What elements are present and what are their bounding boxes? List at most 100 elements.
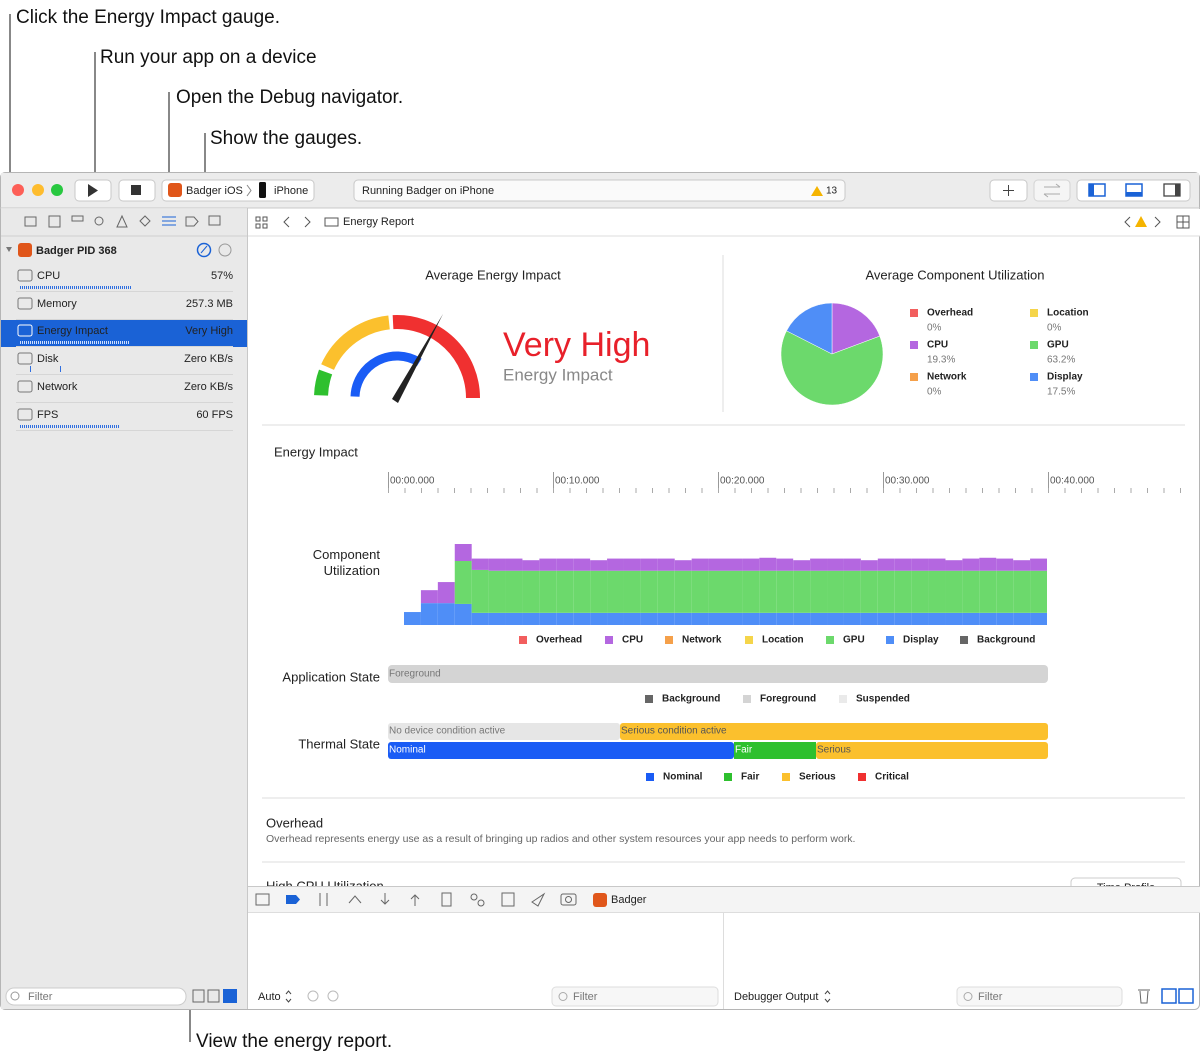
sparkline xyxy=(30,366,31,372)
time-label: 00:40.000 xyxy=(1050,476,1095,487)
debug-navigator-tab[interactable] xyxy=(162,216,176,226)
bar-segment xyxy=(607,570,624,613)
condition-label: No device condition active xyxy=(389,726,506,737)
bar-segment xyxy=(843,570,861,613)
sparkline xyxy=(54,425,55,428)
filter-field[interactable] xyxy=(956,986,1123,1007)
memory-toggle[interactable] xyxy=(218,243,232,257)
sparkline xyxy=(52,425,53,428)
sparkline xyxy=(60,366,61,372)
gauge-name[interactable]: Memory xyxy=(37,298,77,310)
legend-swatch xyxy=(605,636,613,644)
sparkline xyxy=(110,286,111,289)
bar-segment xyxy=(539,558,557,571)
sparkline xyxy=(116,286,117,289)
legend-swatch xyxy=(886,636,894,644)
sparkline xyxy=(114,341,115,344)
row-label: Component Utilization xyxy=(312,547,380,578)
close-button[interactable] xyxy=(12,184,24,196)
bar-segment xyxy=(877,570,895,613)
legend-label: Overhead xyxy=(927,308,973,319)
sparkline xyxy=(108,425,109,428)
sparkline xyxy=(30,286,31,289)
sparkline xyxy=(80,425,81,428)
sparkline xyxy=(46,341,47,344)
minimize-button[interactable] xyxy=(32,184,44,196)
sparkline xyxy=(78,286,79,289)
sparkline xyxy=(34,286,35,289)
time-label: 00:10.000 xyxy=(555,476,600,487)
jump-bar xyxy=(248,209,1200,236)
legend-label: Background xyxy=(662,694,720,705)
bar-segment xyxy=(573,558,591,571)
legend-label: CPU xyxy=(622,635,643,646)
bar-segment xyxy=(793,570,811,613)
scope-menu[interactable]: Auto xyxy=(258,991,281,1003)
bar-segment xyxy=(979,612,997,625)
legend-swatch xyxy=(826,636,834,644)
filter-field[interactable] xyxy=(5,987,187,1006)
bar-segment xyxy=(996,612,1014,625)
legend-swatch xyxy=(724,773,732,781)
condition-label: Serious condition active xyxy=(621,726,727,737)
sparkline xyxy=(40,286,41,289)
bar-segment xyxy=(522,570,540,613)
thermal-bar xyxy=(734,742,816,759)
bar-segment xyxy=(420,603,438,625)
sparkline xyxy=(76,286,77,289)
energy-label: Energy Impact xyxy=(503,365,613,384)
clear-button[interactable] xyxy=(1138,989,1150,1004)
sparkline xyxy=(82,286,83,289)
gauge-icon xyxy=(17,324,33,337)
gauge-name[interactable]: FPS xyxy=(37,409,58,421)
gauge-name[interactable]: Network xyxy=(37,381,78,393)
breadcrumb[interactable]: Energy Report xyxy=(343,216,414,228)
gauge-name[interactable]: Energy Impact xyxy=(37,325,108,337)
gauge-arc xyxy=(314,369,333,396)
bar-segment xyxy=(454,603,472,625)
bar-segment xyxy=(928,570,946,613)
bar-segment xyxy=(928,558,946,571)
gauge-value: 60 FPS xyxy=(196,409,233,421)
output-menu[interactable]: Debugger Output xyxy=(734,991,818,1003)
gauges-toggle[interactable] xyxy=(196,242,212,258)
debug-controls[interactable] xyxy=(255,892,577,907)
bar-segment xyxy=(471,612,489,625)
gauge-name[interactable]: CPU xyxy=(37,270,60,282)
bar-segment xyxy=(962,612,980,625)
bar-segment xyxy=(471,569,489,613)
legend-swatch xyxy=(858,773,866,781)
bar-segment xyxy=(1030,612,1047,625)
bar-segment xyxy=(1030,570,1047,613)
warning-count[interactable]: 13 xyxy=(826,186,838,197)
sparkline xyxy=(108,341,109,344)
sparkline xyxy=(22,341,23,344)
gauge-name[interactable]: Disk xyxy=(37,353,59,365)
bar-segment xyxy=(674,570,692,613)
gauge-arc xyxy=(392,315,480,399)
scheme-menu[interactable] xyxy=(161,179,315,202)
sparkline xyxy=(106,341,107,344)
filter-field[interactable] xyxy=(551,986,719,1007)
section-title: Energy Impact xyxy=(274,444,358,459)
bar-segment xyxy=(691,570,709,613)
filter-placeholder: Filter xyxy=(978,991,1003,1003)
time-profile-button[interactable] xyxy=(1070,877,1182,898)
bar-segment xyxy=(996,558,1014,571)
callout: View the energy report. xyxy=(196,1031,392,1052)
bar-segment xyxy=(962,570,980,613)
sparkline xyxy=(28,341,29,344)
sparkline xyxy=(38,425,39,428)
sparkline xyxy=(30,425,31,428)
sparkline xyxy=(102,425,103,428)
legend-label: Display xyxy=(1047,372,1083,383)
sparkline xyxy=(84,425,85,428)
code-review-button[interactable] xyxy=(1033,179,1071,202)
bar-segment xyxy=(1030,558,1047,571)
sparkline xyxy=(48,425,49,428)
bar-segment xyxy=(894,570,912,613)
zoom-button[interactable] xyxy=(51,184,63,196)
sparkline xyxy=(106,286,107,289)
sparkline xyxy=(84,341,85,344)
state-bar xyxy=(388,665,1048,683)
